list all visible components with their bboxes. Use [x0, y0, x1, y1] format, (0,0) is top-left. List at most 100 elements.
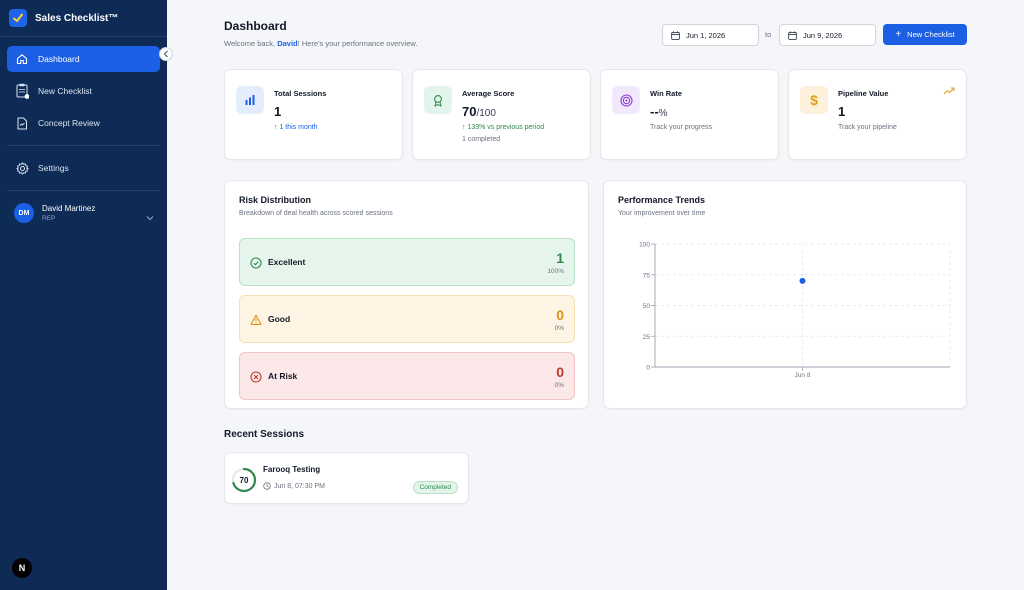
bar-chart-icon — [236, 86, 264, 114]
home-icon — [15, 52, 29, 66]
sidebar-item-label: Settings — [38, 163, 69, 173]
sidebar-collapse-button[interactable] — [159, 47, 173, 61]
risk-label: At Risk — [268, 371, 298, 381]
sidebar: Sales Checklist™ Dashboard New Checklist… — [0, 0, 167, 590]
risk-count: 0 — [556, 307, 564, 323]
calendar-icon — [788, 30, 797, 40]
session-time: Jun 8, 07:30 PM — [263, 482, 325, 490]
trending-up-icon — [943, 87, 955, 95]
card-subtitle: Breakdown of deal health across scored s… — [239, 210, 393, 217]
card-subtitle: Your improvement over time — [618, 210, 706, 217]
x-circle-icon — [249, 370, 262, 383]
y-tick-label: 25 — [643, 334, 651, 341]
risk-count: 1 — [556, 250, 564, 266]
risk-label: Good — [268, 314, 291, 324]
risk-row-at-risk[interactable]: At Risk 0 0% — [239, 352, 575, 400]
stat-card-pipeline-value: $ Pipeline Value 1 Track your pipeline — [788, 69, 967, 160]
risk-distribution-card: Risk Distribution Breakdown of deal heal… — [224, 180, 589, 409]
x-tick-label: Jun 8 — [795, 372, 811, 379]
stat-label: Average Score — [462, 89, 515, 98]
card-title: Risk Distribution — [239, 195, 312, 205]
session-card[interactable]: 70 Farooq Testing Jun 8, 07:30 PM Comple… — [224, 452, 469, 504]
user-role: REP — [42, 215, 56, 222]
risk-percent: 0% — [554, 382, 564, 389]
calendar-icon — [671, 30, 680, 40]
risk-percent: 0% — [554, 325, 564, 332]
framework-logo-icon: N — [12, 558, 32, 578]
score-ring — [231, 467, 257, 493]
sidebar-item-settings[interactable]: Settings — [7, 155, 160, 181]
stat-trend: Track your pipeline — [838, 124, 897, 131]
stat-label: Win Rate — [650, 89, 683, 98]
stat-trend: Track your progress — [650, 124, 712, 131]
chevron-left-icon — [163, 50, 169, 58]
sidebar-nav: Dashboard New Checklist Concept Review — [7, 46, 160, 142]
brand[interactable]: Sales Checklist™ — [0, 0, 167, 37]
stat-value: 70/100 — [462, 104, 496, 119]
sidebar-item-label: New Checklist — [38, 86, 92, 96]
sidebar-item-label: Dashboard — [38, 54, 80, 64]
document-icon — [15, 116, 29, 130]
y-tick-label: 0 — [646, 365, 650, 372]
session-score: 70 — [239, 475, 249, 485]
y-tick-label: 75 — [643, 272, 651, 279]
dollar-icon: $ — [800, 86, 828, 114]
chevron-down-icon — [146, 208, 154, 226]
data-point — [799, 277, 806, 284]
welcome-name: David — [277, 39, 298, 48]
risk-percent: 100% — [547, 268, 564, 275]
award-icon — [424, 86, 452, 114]
gear-icon — [15, 161, 29, 175]
y-tick-label: 100 — [639, 242, 650, 249]
date-to-value: Jun 9, 2026 — [803, 30, 843, 40]
checklist-logo-icon — [9, 9, 27, 27]
stat-value: 1 — [838, 104, 846, 119]
new-checklist-label: New Checklist — [907, 30, 955, 39]
stat-trend: ↑ 133% vs previous period — [462, 124, 545, 131]
stat-card-win-rate: Win Rate --% Track your progress — [600, 69, 779, 160]
stat-trend: ↑ 1 this month — [274, 124, 318, 131]
user-menu[interactable]: DM David Martinez REP — [14, 203, 154, 223]
card-title: Performance Trends — [618, 195, 706, 205]
risk-row-excellent[interactable]: Excellent 1 100% — [239, 238, 575, 286]
status-badge: Completed — [412, 481, 458, 494]
sidebar-item-label: Concept Review — [38, 118, 100, 128]
stat-card-average-score: Average Score 70/100 ↑ 133% vs previous … — [412, 69, 591, 160]
welcome-text: Welcome back, David! Here's your perform… — [224, 39, 418, 48]
sidebar-item-dashboard[interactable]: Dashboard — [7, 46, 160, 72]
section-title: Recent Sessions — [224, 429, 305, 440]
page-title: Dashboard — [224, 19, 287, 33]
risk-row-good[interactable]: Good 0 0% — [239, 295, 575, 343]
stat-label: Total Sessions — [274, 89, 327, 98]
y-tick-label: 50 — [643, 303, 651, 310]
stat-card-total-sessions: Total Sessions 1 ↑ 1 this month — [224, 69, 403, 160]
date-to-input[interactable]: Jun 9, 2026 — [779, 24, 876, 46]
warning-icon — [249, 313, 262, 326]
risk-count: 0 — [556, 364, 564, 380]
session-name: Farooq Testing — [263, 465, 321, 474]
new-checklist-button[interactable]: + New Checklist — [883, 24, 967, 45]
stat-label: Pipeline Value — [838, 89, 889, 98]
stat-value: --% — [650, 104, 668, 119]
date-from-input[interactable]: Jun 1, 2026 — [662, 24, 759, 46]
sidebar-item-concept-review[interactable]: Concept Review — [7, 110, 160, 136]
date-from-value: Jun 1, 2026 — [686, 30, 726, 40]
app-title: Sales Checklist™ — [35, 12, 119, 24]
user-name: David Martinez — [42, 204, 96, 213]
clipboard-icon — [15, 83, 29, 99]
stat-value: 1 — [274, 104, 282, 119]
target-icon — [612, 86, 640, 114]
date-range-separator: to — [765, 30, 772, 39]
divider — [7, 190, 160, 191]
sidebar-nav-secondary: Settings — [7, 155, 160, 187]
divider — [7, 145, 160, 146]
avatar: DM — [14, 203, 34, 223]
performance-chart: 0 25 50 75 100 Jun 8 — [639, 242, 951, 379]
performance-trends-card: Performance Trends Your improvement over… — [603, 180, 967, 409]
stat-detail: 1 completed — [462, 136, 501, 143]
sidebar-item-new-checklist[interactable]: New Checklist — [7, 78, 160, 104]
check-circle-icon — [249, 256, 262, 269]
risk-label: Excellent — [268, 257, 306, 267]
plus-icon: + — [895, 29, 902, 40]
clock-icon — [263, 482, 271, 490]
